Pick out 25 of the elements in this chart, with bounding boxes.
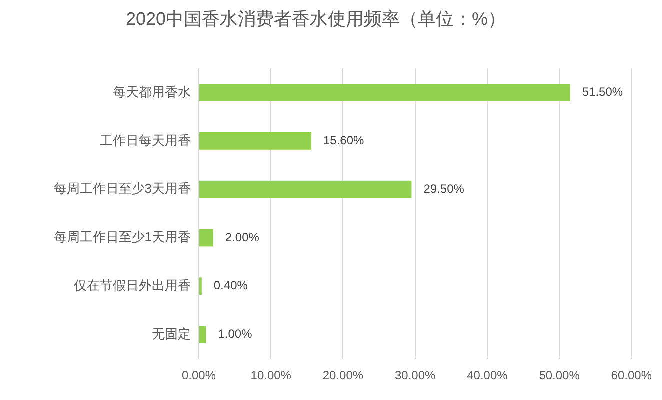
bar xyxy=(200,84,570,102)
y-tick-label: 每周工作日至少3天用香 xyxy=(54,181,191,196)
y-tick-label: 仅在节假日外出用香 xyxy=(74,278,191,293)
data-label: 1.00% xyxy=(218,327,253,342)
data-label: 0.40% xyxy=(214,278,248,293)
bar xyxy=(200,326,206,344)
y-tick-label: 每周工作日至少1天用香 xyxy=(54,230,191,245)
x-tick-label: 20.00% xyxy=(322,368,364,383)
x-tick-label: 0.00% xyxy=(182,368,216,383)
y-tick-label: 工作日每天用香 xyxy=(100,132,191,148)
data-label: 29.50% xyxy=(424,182,465,196)
bar xyxy=(200,229,214,247)
x-tick-label: 30.00% xyxy=(394,368,436,383)
x-tick-label: 60.00% xyxy=(611,368,652,383)
y-tick-label: 无固定 xyxy=(152,326,191,342)
x-tick-label: 50.00% xyxy=(539,368,580,383)
x-tick-label: 40.00% xyxy=(467,368,508,383)
bar xyxy=(200,132,312,150)
data-label: 51.50% xyxy=(582,85,624,100)
x-tick-label: 10.00% xyxy=(250,368,292,383)
y-tick-label: 每天都用香水 xyxy=(113,84,191,100)
data-label: 15.60% xyxy=(323,134,365,148)
bar xyxy=(200,180,412,198)
data-label: 2.00% xyxy=(225,230,260,244)
chart-title: 2020中国香水消费者香水使用频率（单位：%） xyxy=(126,8,506,29)
